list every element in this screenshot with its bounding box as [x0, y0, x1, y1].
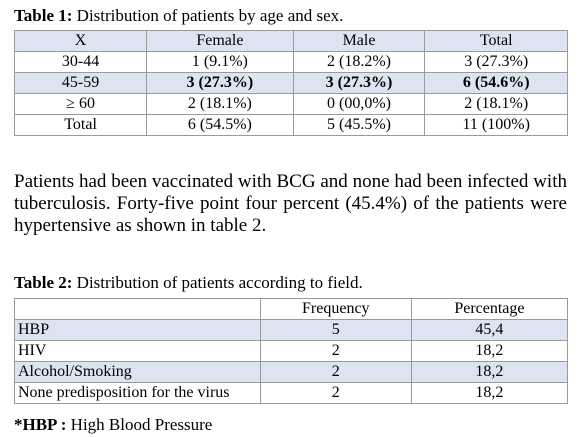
table2-cell: 18,2: [410, 382, 569, 404]
table1-header-row: X Female Male Total: [13, 30, 568, 52]
table1-cell: ≥ 60: [13, 93, 148, 115]
table1-cell: 0 (00,0%): [292, 93, 426, 115]
table1-cell: 6 (54.5%): [146, 114, 294, 136]
table2-header-row: Frequency Percentage: [14, 298, 569, 320]
table1-header-cell: Male: [292, 30, 426, 52]
table2-cell: 2: [259, 340, 412, 362]
table2-header-cell: Percentage: [410, 298, 569, 320]
footnote-text: High Blood Pressure: [66, 415, 213, 434]
table1-cell: 2 (18.1%): [424, 93, 568, 115]
table1-cell: 6 (54.6%): [424, 72, 568, 94]
footnote-label: *HBP :: [14, 415, 67, 434]
table1-header-cell: Female: [146, 30, 294, 52]
table2-row: Alcohol/Smoking 2 18,2: [14, 361, 569, 383]
table1: X Female Male Total 30-44 1 (9.1%) 2 (18…: [13, 30, 568, 136]
table1-row: Total 6 (54.5%) 5 (45.5%) 11 (100%): [13, 114, 568, 136]
table2-cell: None predisposition for the virus: [14, 382, 261, 404]
table1-cell: Total: [13, 114, 148, 136]
table1-header-cell: X: [13, 30, 148, 52]
table1-row: 30-44 1 (9.1%) 2 (18.2%) 3 (27.3%): [13, 51, 568, 73]
table2-header-cell: [14, 298, 261, 320]
table1-header-cell: Total: [424, 30, 568, 52]
table1-cell: 2 (18.2%): [292, 51, 426, 73]
table2-cell: 5: [259, 319, 412, 341]
table2-caption-label: Table 2:: [14, 273, 73, 292]
table2-caption: Table 2: Distribution of patients accord…: [14, 273, 363, 293]
table2-cell: Alcohol/Smoking: [14, 361, 261, 383]
table2-row: None predisposition for the virus 2 18,2: [14, 382, 569, 404]
table1-caption-text: Distribution of patients by age and sex.: [72, 6, 344, 25]
table2-cell: 18,2: [410, 361, 569, 383]
table2-row: HBP 5 45,4: [14, 319, 569, 341]
table1-cell: 30-44: [13, 51, 148, 73]
table2-caption-text: Distribution of patients according to fi…: [72, 273, 363, 292]
table1-row: 45-59 3 (27.3%) 3 (27.3%) 6 (54.6%): [13, 72, 568, 94]
table2-cell: 45,4: [410, 319, 569, 341]
table1-cell: 3 (27.3%): [292, 72, 426, 94]
table1-cell: 3 (27.3%): [424, 51, 568, 73]
table1-cell: 3 (27.3%): [146, 72, 294, 94]
table1-row: ≥ 60 2 (18.1%) 0 (00,0%) 2 (18.1%): [13, 93, 568, 115]
table1-cell: 11 (100%): [424, 114, 568, 136]
table1-cell: 45-59: [13, 72, 148, 94]
table2-row: HIV 2 18,2: [14, 340, 569, 362]
table2-cell: HIV: [14, 340, 261, 362]
table1-cell: 5 (45.5%): [292, 114, 426, 136]
table1-cell: 2 (18.1%): [146, 93, 294, 115]
table2-cell: HBP: [14, 319, 261, 341]
body-paragraph: Patients had been vaccinated with BCG an…: [14, 171, 567, 236]
table2-cell: 2: [259, 361, 412, 383]
table1-cell: 1 (9.1%): [146, 51, 294, 73]
table1-caption: Table 1: Distribution of patients by age…: [14, 6, 343, 26]
table2-header-cell: Frequency: [259, 298, 412, 320]
table2-cell: 2: [259, 382, 412, 404]
footnote: *HBP : High Blood Pressure: [14, 415, 212, 435]
table2: Frequency Percentage HBP 5 45,4 HIV 2 18…: [14, 298, 569, 404]
table2-cell: 18,2: [410, 340, 569, 362]
table1-caption-label: Table 1:: [14, 6, 73, 25]
